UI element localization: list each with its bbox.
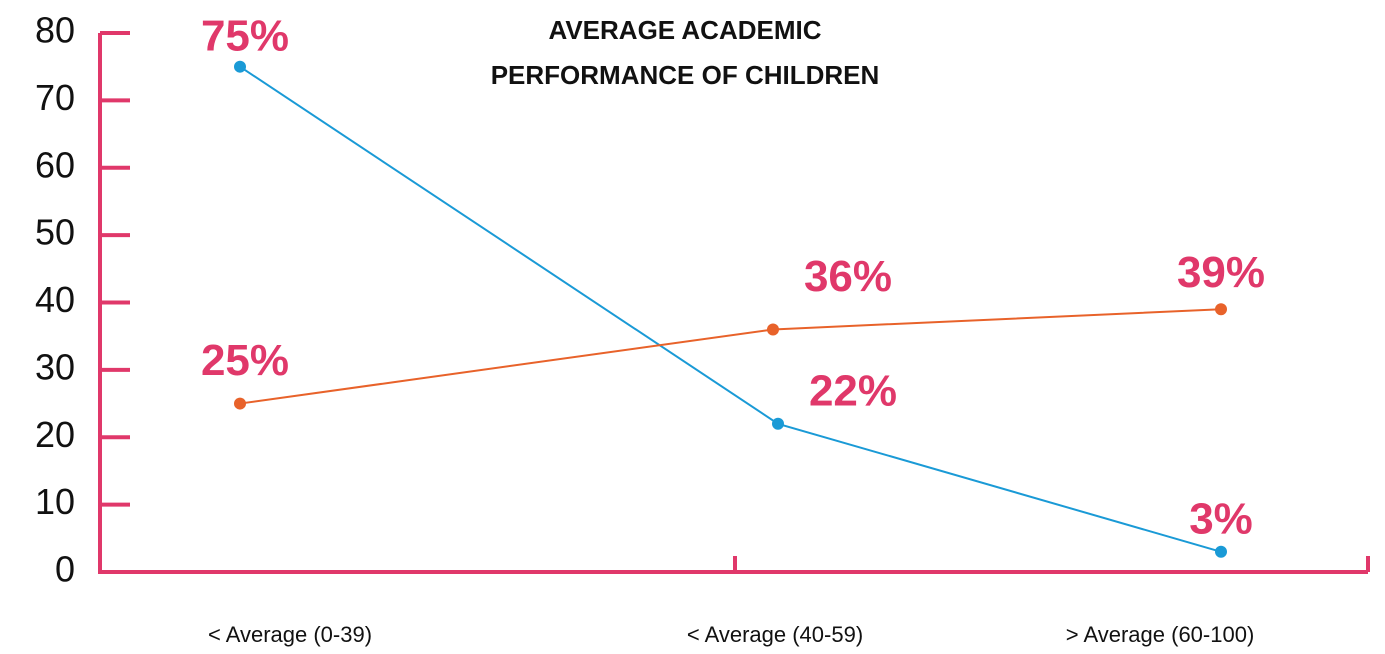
y-tick-label: 70 — [35, 77, 75, 118]
point — [1215, 303, 1227, 316]
y-tick-label: 30 — [35, 346, 75, 387]
data-label: 75% — [201, 11, 289, 60]
x-tick-label: > Average (60-100) — [1066, 622, 1255, 647]
point — [1215, 545, 1227, 558]
y-tick-label: 0 — [55, 549, 75, 590]
line — [239, 308, 1222, 405]
y-tick-label: 20 — [35, 414, 75, 455]
data-label: 3% — [1189, 494, 1253, 543]
y-tick-label: 60 — [35, 144, 75, 185]
point — [767, 323, 779, 336]
point — [234, 60, 246, 73]
point — [234, 397, 246, 410]
y-tick-label: 40 — [35, 279, 75, 320]
x-tick-label: < Average (0-39) — [208, 622, 372, 647]
point — [772, 417, 784, 430]
x-tick-label: < Average (40-59) — [687, 622, 863, 647]
line — [239, 65, 1222, 553]
data-label: 36% — [804, 252, 892, 301]
y-tick-label: 80 — [35, 10, 75, 51]
y-tick-label: 50 — [35, 212, 75, 253]
data-label: 39% — [1177, 248, 1265, 297]
chart-title: AVERAGE ACADEMIC — [548, 15, 821, 45]
chart-title: PERFORMANCE OF CHILDREN — [491, 60, 880, 90]
data-label: 25% — [201, 336, 289, 385]
data-label: 22% — [809, 366, 897, 415]
y-tick-label: 10 — [35, 481, 75, 522]
